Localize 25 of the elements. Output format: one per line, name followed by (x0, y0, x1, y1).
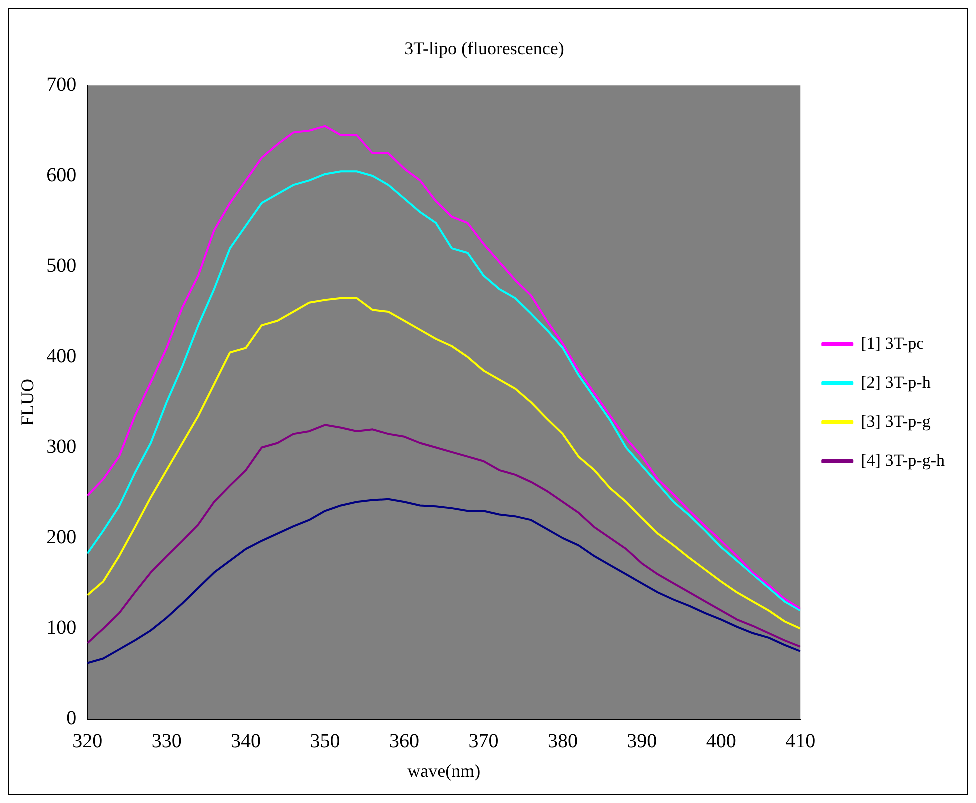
y-tick-label: 100 (46, 617, 77, 640)
legend-label: [4] 3T-p-g-h (861, 450, 946, 470)
x-tick-label: 370 (468, 730, 499, 753)
y-tick-label: 400 (46, 345, 77, 368)
y-tick-label: 0 (66, 708, 77, 730)
x-tick-label: 390 (627, 730, 658, 753)
x-tick-label: 320 (72, 730, 103, 753)
x-tick-label: 350 (310, 730, 340, 753)
x-tick-label: 400 (706, 730, 736, 753)
legend-label: [2] 3T-p-h (861, 372, 932, 392)
legend-label: [1] 3T-pc (861, 334, 925, 353)
chart-title: 3T-lipo (fluorescence) (404, 38, 564, 59)
x-tick-label: 380 (548, 730, 578, 753)
x-axis-title: wave(nm) (408, 760, 481, 781)
legend-label: [3] 3T-p-g (861, 412, 932, 431)
y-tick-label: 700 (46, 74, 77, 96)
x-tick-label: 360 (390, 730, 420, 753)
x-tick-label: 410 (786, 730, 816, 753)
x-tick-label: 340 (231, 730, 262, 753)
y-tick-label: 200 (46, 526, 77, 549)
y-tick-label: 300 (46, 436, 77, 458)
y-tick-label: 600 (46, 164, 77, 186)
x-tick-label: 330 (152, 730, 182, 753)
y-tick-label: 500 (46, 254, 77, 277)
y-axis-title: FLUO (18, 378, 38, 426)
